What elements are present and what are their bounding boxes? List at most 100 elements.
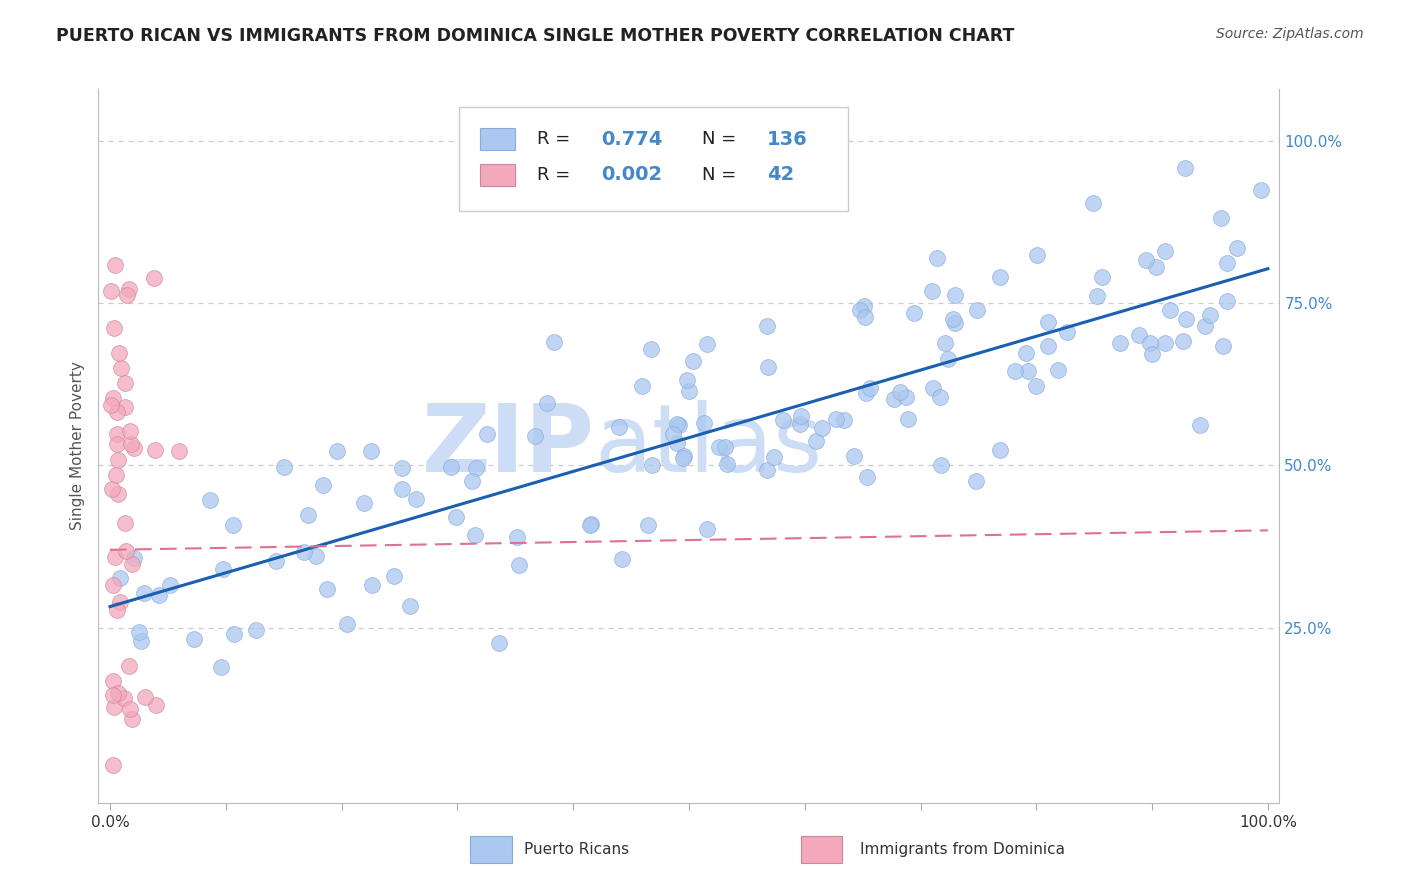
Point <box>114 400 136 414</box>
Point <box>1017 364 1039 378</box>
Point <box>1015 345 1038 359</box>
Bar <box>471 837 512 863</box>
Text: 42: 42 <box>766 165 794 185</box>
Point <box>108 571 131 585</box>
Point <box>122 442 145 456</box>
Point <box>222 517 245 532</box>
Point <box>922 381 945 395</box>
Point <box>143 271 166 285</box>
Point <box>100 398 122 412</box>
Point <box>115 288 138 302</box>
Point <box>128 624 150 639</box>
Point <box>1025 378 1047 392</box>
Point <box>183 632 205 646</box>
Point <box>763 450 786 465</box>
Point <box>789 417 811 432</box>
Point <box>676 373 699 387</box>
Point <box>105 436 128 450</box>
Point <box>897 411 920 425</box>
Point <box>1189 418 1212 433</box>
Point <box>943 287 966 301</box>
Point <box>297 508 319 522</box>
Point <box>1212 338 1234 352</box>
Point <box>772 413 794 427</box>
Point <box>696 337 718 351</box>
Text: 136: 136 <box>766 129 807 149</box>
Point <box>336 617 359 632</box>
Bar <box>479 128 516 150</box>
Point <box>678 384 700 398</box>
Point <box>292 545 315 559</box>
Point <box>661 427 683 442</box>
Text: ZIP: ZIP <box>422 400 595 492</box>
Point <box>1144 260 1167 275</box>
Point <box>112 690 135 705</box>
Point <box>852 300 875 314</box>
Point <box>101 483 124 497</box>
Point <box>1139 335 1161 350</box>
Point <box>929 390 952 404</box>
Point <box>312 478 335 492</box>
Point <box>929 458 952 472</box>
Point <box>709 440 731 454</box>
Point <box>1025 247 1047 261</box>
Point <box>966 303 988 318</box>
Point <box>159 578 181 592</box>
Point <box>1036 339 1059 353</box>
Point <box>665 417 688 431</box>
Point <box>134 690 156 704</box>
Text: R =: R = <box>537 130 575 148</box>
Point <box>1036 315 1059 329</box>
Point <box>855 470 877 484</box>
Point <box>129 633 152 648</box>
Text: N =: N = <box>702 130 742 148</box>
Point <box>105 602 128 616</box>
Point <box>118 659 141 673</box>
Point <box>641 458 664 473</box>
Point <box>1250 183 1272 197</box>
Point <box>134 586 156 600</box>
Point <box>842 450 865 464</box>
Bar <box>801 837 842 863</box>
Point <box>114 516 136 530</box>
Text: N =: N = <box>702 166 742 184</box>
Point <box>398 599 420 613</box>
Point <box>1211 211 1233 226</box>
Point <box>325 443 347 458</box>
Point <box>245 623 267 637</box>
Point <box>1171 334 1194 349</box>
Text: PUERTO RICAN VS IMMIGRANTS FROM DOMINICA SINGLE MOTHER POVERTY CORRELATION CHART: PUERTO RICAN VS IMMIGRANTS FROM DOMINICA… <box>56 27 1015 45</box>
Point <box>848 302 870 317</box>
Point <box>668 417 690 432</box>
Point <box>475 427 498 442</box>
Point <box>122 551 145 566</box>
Point <box>942 312 965 326</box>
Point <box>536 396 558 410</box>
Point <box>1135 253 1157 268</box>
Point <box>107 426 129 441</box>
Point <box>1159 302 1181 317</box>
Point <box>889 384 911 399</box>
Point <box>756 360 779 375</box>
Point <box>894 390 917 404</box>
Point <box>716 458 738 472</box>
Point <box>1091 270 1114 285</box>
Point <box>105 467 128 482</box>
Point <box>672 450 695 464</box>
Text: 0.002: 0.002 <box>602 165 662 185</box>
Point <box>211 562 233 576</box>
Point <box>316 582 339 596</box>
Point <box>579 516 602 531</box>
Bar <box>479 164 516 186</box>
Point <box>682 354 704 368</box>
Text: Source: ZipAtlas.com: Source: ZipAtlas.com <box>1216 27 1364 41</box>
Point <box>789 409 811 424</box>
Point <box>610 552 633 566</box>
Point <box>440 459 463 474</box>
Point <box>353 496 375 510</box>
Point <box>925 252 948 266</box>
Point <box>100 284 122 298</box>
Point <box>1216 256 1239 270</box>
Point <box>988 443 1011 458</box>
Point <box>943 316 966 330</box>
